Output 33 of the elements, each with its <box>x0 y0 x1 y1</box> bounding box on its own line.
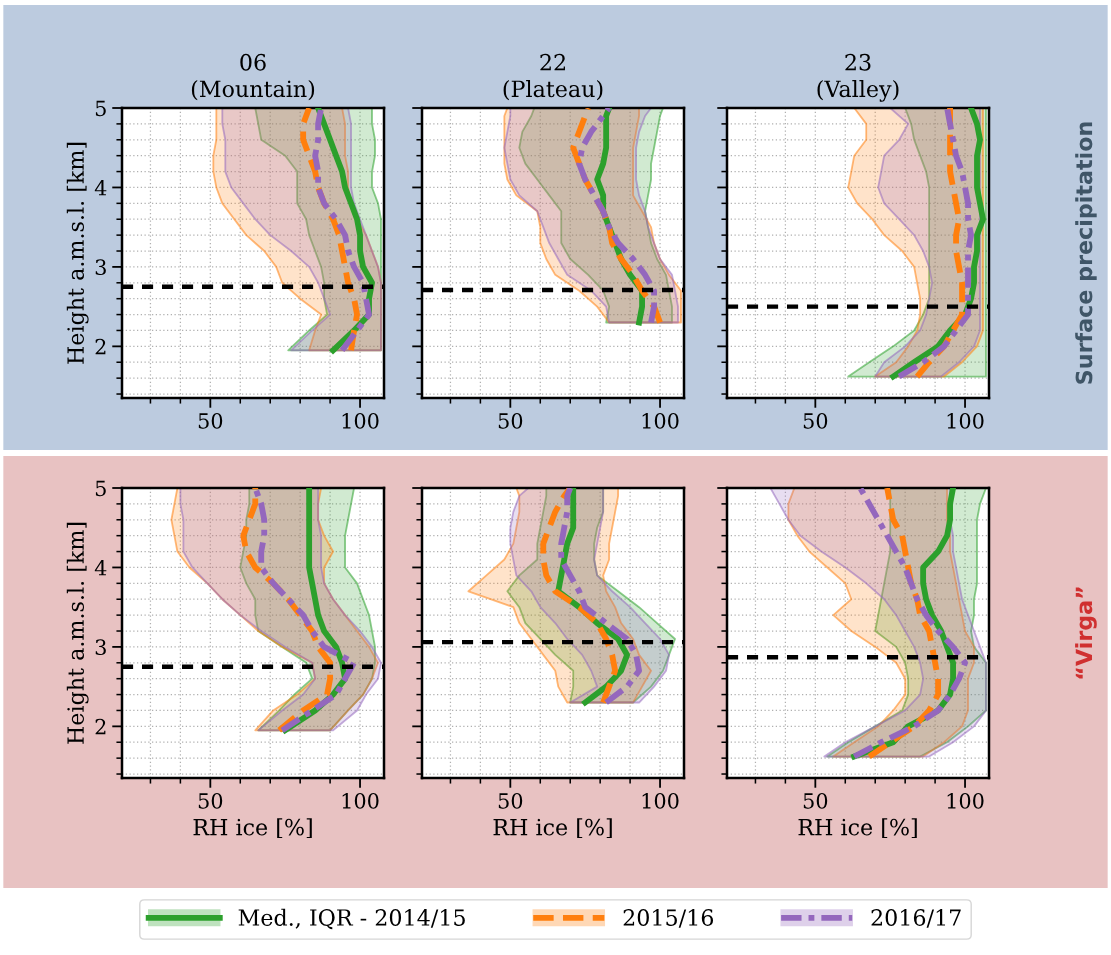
x-tick-label: 100 <box>642 412 679 429</box>
y-tick-label: 3 <box>95 639 106 656</box>
x-tick-label: 100 <box>947 412 984 429</box>
chart-title: 22 (Plateau) <box>503 53 603 101</box>
legend-label: Med., IQR - 2014/15 <box>238 908 465 930</box>
x-tick-label: 100 <box>642 792 679 809</box>
y-tick-label: 3 <box>95 259 106 276</box>
chart-title: 23 (Valley) <box>817 53 899 102</box>
x-axis-title: RH ice [%] <box>193 818 312 839</box>
x-tick-label: 100 <box>342 792 379 809</box>
x-tick-label: 50 <box>198 412 223 429</box>
y-tick-label: 5 <box>95 480 106 497</box>
legend-label: 2016/17 <box>871 909 961 928</box>
x-tick-label: 100 <box>342 412 379 429</box>
x-tick-label: 50 <box>803 412 828 429</box>
legend-label: 2015/16 <box>623 909 714 928</box>
x-tick-label: 100 <box>947 792 984 809</box>
x-axis-title: RH ice [%] <box>493 818 612 839</box>
x-tick-label: 50 <box>498 412 523 429</box>
y-tick-label: 2 <box>95 338 106 355</box>
x-tick-label: 50 <box>498 792 523 809</box>
y-tick-label: 4 <box>94 559 107 576</box>
y-tick-label: 2 <box>95 718 106 735</box>
x-tick-label: 50 <box>803 792 828 809</box>
text: Surface precipitation <box>1075 122 1097 384</box>
y-tick-label: 4 <box>94 179 107 196</box>
x-axis-title: RH ice [%] <box>798 818 917 839</box>
y-tick-label: 5 <box>95 100 106 117</box>
y-axis-title: Height a.m.s.l. [km] <box>66 142 89 364</box>
text: “Virga” <box>1075 587 1097 679</box>
x-tick-label: 50 <box>198 792 223 809</box>
y-axis-title: Height a.m.s.l. [km] <box>66 522 89 744</box>
chart-title: 06 (Mountain) <box>191 53 315 101</box>
